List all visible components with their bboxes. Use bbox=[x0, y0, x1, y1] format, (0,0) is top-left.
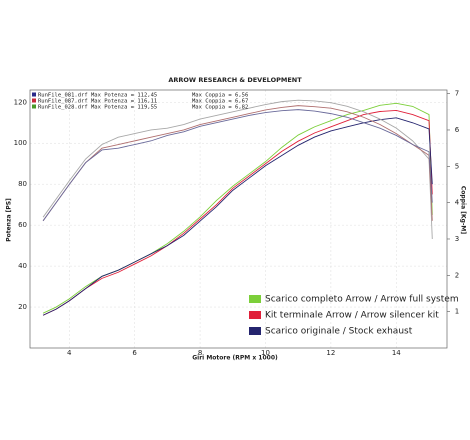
y2-tick-label: 4 bbox=[455, 199, 460, 207]
y2-tick-label: 1 bbox=[455, 308, 459, 316]
header-run: RunFile_028.drf Max Potenza = 119,55 bbox=[38, 105, 157, 111]
header-torque: Max Coppia = 6,56 bbox=[192, 93, 248, 99]
x-tick-label: 4 bbox=[67, 349, 72, 357]
x-axis-label: Giri Motore (RPM x 1000) bbox=[192, 355, 278, 362]
y2-tick-label: 6 bbox=[455, 126, 460, 134]
x-tick-label: 6 bbox=[132, 349, 137, 357]
y2-axis-label: Coppia [Kg-M] bbox=[460, 186, 467, 234]
header-run: RunFile_087.drf Max Potenza = 116,11 bbox=[38, 99, 157, 105]
chart-title: ARROW RESEARCH & DEVELOPMENT bbox=[168, 76, 302, 84]
legend-swatch bbox=[249, 295, 261, 303]
x-tick-label: 14 bbox=[392, 349, 401, 357]
legend-label: Kit terminale Arrow / Arrow silencer kit bbox=[265, 311, 439, 321]
y2-tick-label: 2 bbox=[455, 271, 459, 279]
legend-label: Scarico completo Arrow / Arrow full syst… bbox=[265, 295, 459, 305]
header-torque: Max Coppia = 6,82 bbox=[192, 105, 248, 111]
y2-tick-label: 5 bbox=[455, 162, 459, 170]
x-tick-label: 10 bbox=[261, 349, 270, 357]
header-swatch bbox=[32, 104, 36, 109]
x-tick-label: 12 bbox=[326, 349, 335, 357]
header-run: RunFile_081.drf Max Potenza = 112,45 bbox=[38, 93, 157, 99]
series-line bbox=[42, 117, 433, 316]
y-tick-label: 120 bbox=[14, 98, 27, 106]
header-swatch bbox=[32, 98, 36, 103]
x-tick-label: 8 bbox=[198, 349, 202, 357]
legend-swatch bbox=[249, 311, 261, 319]
y-tick-label: 60 bbox=[18, 221, 27, 229]
y-tick-label: 80 bbox=[18, 180, 27, 188]
header-swatch bbox=[32, 92, 36, 97]
legend-swatch bbox=[249, 327, 261, 335]
series-line bbox=[42, 110, 433, 316]
series-line bbox=[42, 102, 433, 314]
series-line bbox=[42, 99, 433, 240]
series-line bbox=[42, 105, 433, 222]
y-tick-label: 20 bbox=[18, 303, 27, 311]
header-torque: Max Coppia = 6,67 bbox=[192, 99, 248, 105]
y-tick-label: 40 bbox=[18, 262, 27, 270]
y-axis-label: Potenza [PS] bbox=[6, 198, 13, 242]
y2-tick-label: 3 bbox=[455, 235, 459, 243]
legend-label: Scarico originale / Stock exhaust bbox=[265, 327, 413, 337]
series-line bbox=[42, 109, 433, 222]
plot-frame bbox=[29, 89, 448, 349]
y-tick-label: 100 bbox=[14, 139, 27, 147]
y2-tick-label: 7 bbox=[455, 90, 459, 98]
